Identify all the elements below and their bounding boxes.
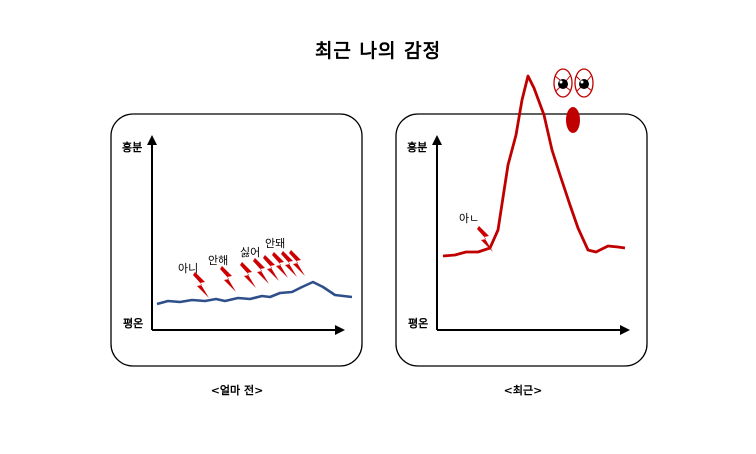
annotation-anhae: 안해	[208, 253, 228, 267]
y-axis-top-label: 흥분	[122, 140, 142, 154]
lightning-bolt-icon	[253, 258, 269, 284]
y-axis-top-label: 흥분	[407, 140, 427, 154]
bolt-group	[477, 226, 493, 252]
lightning-bolt-icon	[240, 262, 256, 288]
lightning-bolt-icon	[193, 272, 209, 298]
lightning-bolt-icon	[477, 226, 493, 252]
annotation-sileo: 싫어	[240, 246, 260, 259]
lightning-bolt-icon	[272, 252, 288, 278]
bolt-group	[193, 250, 305, 298]
annotation-andwae: 안돼	[265, 237, 285, 250]
emotion-line-earlier	[156, 280, 353, 306]
chart-panel-earlier: 흥분 평온 아니 안해 싫어 안돼	[110, 113, 363, 367]
annotation-an: 아ㄴ	[459, 212, 479, 225]
emotion-line-recent	[442, 74, 626, 258]
lightning-bolt-icon	[220, 266, 236, 292]
panel-frame	[110, 113, 363, 367]
lightning-bolt-icon	[281, 251, 297, 277]
y-axis-bottom-label: 평온	[123, 316, 143, 330]
shocked-face-icon	[553, 68, 594, 133]
lightning-bolt-icon	[263, 255, 279, 281]
annotation-ani: 아니	[178, 262, 198, 275]
panel-frame	[395, 113, 648, 367]
page-title: 최근 나의 감정	[314, 40, 442, 62]
lightning-bolt-icon	[289, 250, 305, 276]
caption-recent: <최근>	[503, 384, 543, 397]
chart-panel-recent: 흥분 평온 아ㄴ	[395, 68, 648, 367]
caption-earlier: <얼마 전>	[210, 384, 264, 397]
y-axis-bottom-label: 평온	[408, 316, 428, 330]
